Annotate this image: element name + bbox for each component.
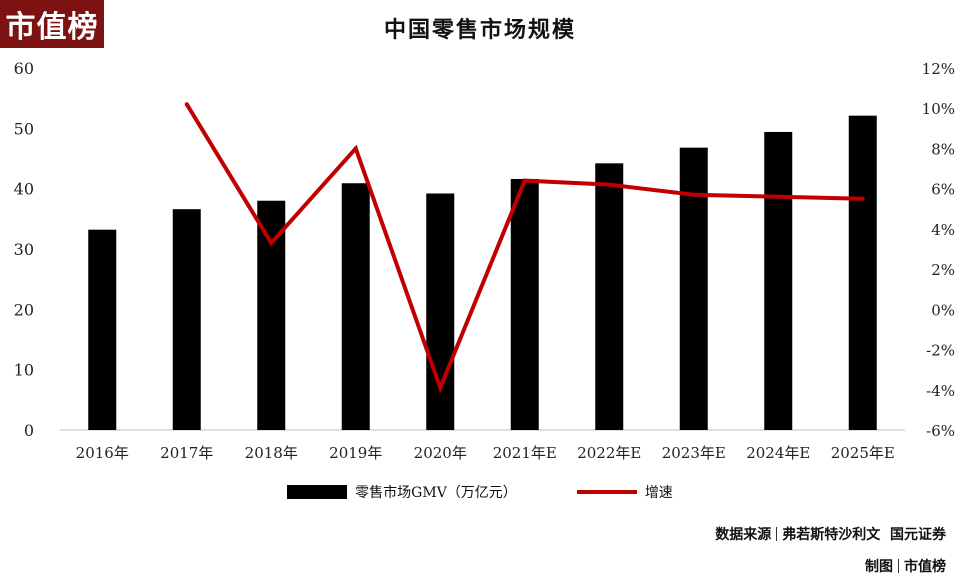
growth-point: [522, 178, 527, 183]
x-tick-label: 2025年E: [831, 444, 895, 462]
growth-point: [269, 240, 274, 245]
credit-name: 市值榜: [904, 559, 946, 575]
y-left-tick-label: 60: [14, 59, 34, 78]
growth-point: [353, 146, 358, 151]
bar: [679, 147, 708, 430]
legend-item-growth: 增速: [576, 482, 673, 502]
y-right-tick-label: -6%: [926, 422, 955, 440]
y-left-tick-label: 50: [14, 119, 34, 138]
chart-credit: 制图 市值榜: [865, 556, 946, 576]
x-tick-label: 2020年: [414, 444, 467, 462]
y-left-tick-label: 40: [14, 180, 34, 199]
legend-label-gmv: 零售市场GMV（万亿元）: [355, 485, 517, 501]
legend-swatch-bar: [287, 485, 348, 499]
bar: [172, 209, 201, 430]
logo: 市值榜: [0, 0, 104, 48]
y-left-tick-label: 0: [24, 421, 34, 440]
growth-point: [438, 385, 443, 390]
legend-label-growth: 增速: [644, 485, 673, 501]
y-right-tick-label: 0%: [931, 301, 955, 319]
x-tick-label: 2024年E: [746, 444, 810, 462]
y-right-tick-label: 2%: [931, 261, 955, 279]
credit-prefix: 制图: [865, 559, 893, 575]
x-tick-label: 2017年: [160, 444, 213, 462]
x-tick-label: 2019年: [329, 444, 382, 462]
x-tick-label: 2022年E: [577, 444, 641, 462]
bar: [595, 163, 624, 430]
bar: [426, 193, 455, 430]
y-right-tick-label: 6%: [931, 181, 955, 199]
bar: [88, 229, 117, 430]
source-b: 国元证券: [890, 527, 946, 543]
source-prefix: 数据来源: [715, 527, 772, 543]
y-left-tick-label: 30: [14, 240, 34, 259]
bar: [848, 115, 877, 430]
y-right-tick-label: 8%: [931, 140, 955, 158]
bar: [764, 131, 793, 430]
bar: [341, 183, 370, 430]
source-a: 弗若斯特沙利文: [782, 527, 881, 543]
growth-point: [860, 196, 865, 201]
legend: 零售市场GMV（万亿元） 增速: [0, 482, 960, 502]
growth-point: [184, 102, 189, 107]
y-left-tick-label: 20: [14, 300, 34, 319]
bar: [257, 200, 286, 430]
x-tick-label: 2023年E: [662, 444, 726, 462]
growth-point: [691, 192, 696, 197]
legend-item-gmv: 零售市场GMV（万亿元）: [287, 482, 517, 502]
data-source: 数据来源 弗若斯特沙利文 国元证券: [715, 524, 946, 544]
legend-swatch-line: [576, 490, 637, 494]
y-right-tick-label: 10%: [922, 100, 955, 118]
y-right-tick-label: -4%: [926, 382, 955, 400]
growth-point: [776, 194, 781, 199]
y-right-tick-label: -2%: [926, 342, 955, 360]
y-right-tick-label: 12%: [922, 60, 955, 78]
y-left-tick-label: 10: [14, 361, 34, 380]
chart-title: 中国零售市场规模: [383, 17, 576, 43]
x-tick-label: 2021年E: [493, 444, 557, 462]
x-tick-label: 2018年: [245, 444, 298, 462]
y-right-tick-label: 4%: [931, 221, 955, 239]
x-tick-label: 2016年: [76, 444, 129, 462]
growth-point: [607, 182, 612, 187]
bar: [510, 179, 539, 430]
